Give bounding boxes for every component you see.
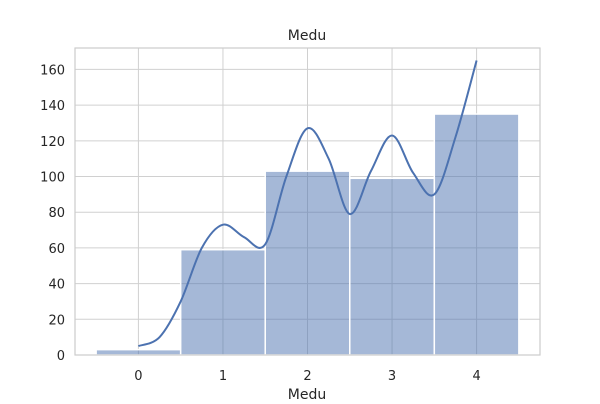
y-tick-label-6: 120 [40, 135, 65, 150]
bar-2 [264, 170, 351, 356]
y-tick-label-1: 20 [48, 313, 65, 328]
y-tick-label-0: 0 [57, 349, 65, 364]
bar-1 [179, 248, 266, 356]
x-tick-label-3: 3 [388, 369, 396, 384]
y-tick-label-3: 60 [48, 242, 65, 257]
x-tick-labels: 0 1 2 3 4 [134, 369, 480, 384]
y-tick-label-7: 140 [40, 99, 65, 114]
x-tick-label-1: 1 [219, 369, 227, 384]
y-tick-labels: 0 20 40 60 80 100 120 140 160 [40, 63, 65, 364]
bar-0 [95, 348, 182, 356]
x-tick-label-2: 2 [303, 369, 311, 384]
plot-frame [74, 47, 541, 356]
y-tick-label-8: 160 [40, 63, 65, 78]
x-tick-label-0: 0 [134, 369, 142, 384]
kde-line [138, 60, 478, 348]
bar-layer [95, 113, 520, 356]
y-tick-label-2: 40 [48, 278, 65, 293]
chart-title: Medu [288, 28, 326, 44]
x-tick-label-4: 4 [472, 369, 480, 384]
bar-4 [433, 113, 520, 356]
bar-3 [349, 177, 436, 356]
y-tick-label-4: 80 [48, 206, 65, 221]
y-tick-label-5: 100 [40, 171, 65, 186]
x-axis-label: Medu [288, 387, 326, 400]
